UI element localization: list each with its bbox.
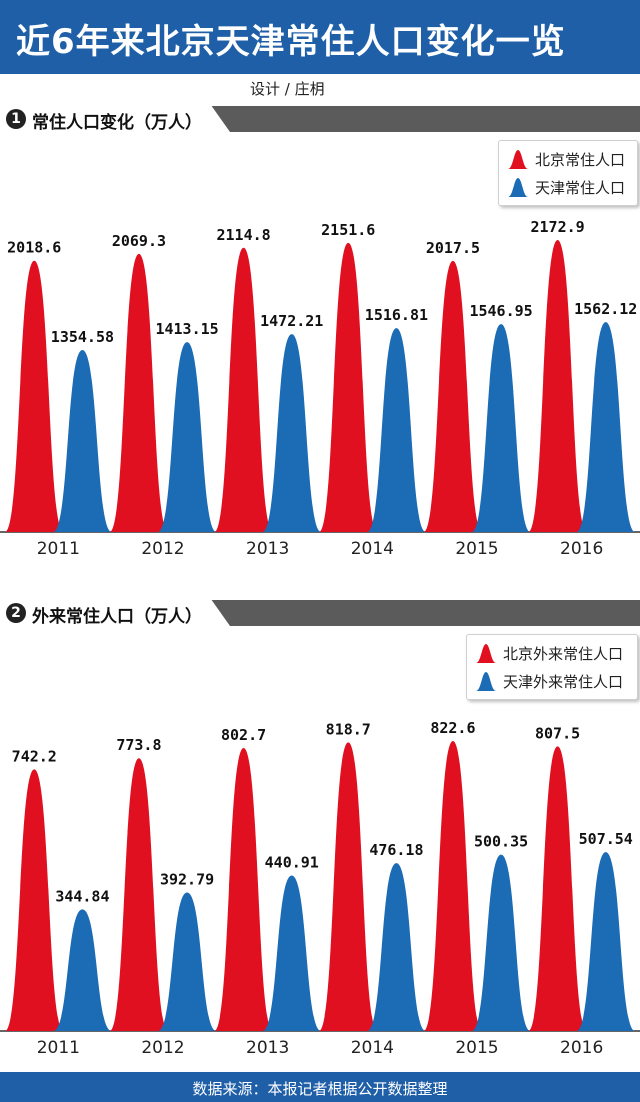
x-tick-2011: 2011 <box>37 1038 80 1058</box>
bar-beijing-2013 <box>214 247 273 533</box>
data-label-tianjin-2011: 344.84 <box>55 887 109 905</box>
section-1-title: 常住人口变化（万人） <box>32 113 202 133</box>
bar-tianjin-2012 <box>157 892 217 1031</box>
legend-label-tianjin: 天津常住人口 <box>535 178 626 197</box>
bar-beijing-2014 <box>318 742 378 1031</box>
bar-beijing-2013 <box>214 748 273 1031</box>
legend-label-beijing-migrant: 北京外来常住人口 <box>503 644 624 663</box>
data-label-tianjin-2016: 507.54 <box>579 830 633 848</box>
section-1-header: 1 常住人口变化（万人） <box>0 106 640 133</box>
data-label-tianjin-2015: 1546.95 <box>469 302 532 320</box>
data-label-beijing-2011: 742.2 <box>12 747 57 765</box>
bar-beijing-2016 <box>528 240 587 532</box>
data-label-tianjin-2013: 1472.21 <box>260 312 323 330</box>
x-tick-2016: 2016 <box>560 1038 603 1058</box>
data-label-beijing-2011: 2018.6 <box>7 239 61 257</box>
data-label-beijing-2013: 802.7 <box>221 726 266 744</box>
data-label-tianjin-2011: 1354.58 <box>51 328 114 346</box>
bar-beijing-2014 <box>318 242 378 532</box>
bar-tianjin-2016 <box>576 322 636 532</box>
bar-tianjin-2011 <box>53 909 112 1031</box>
data-label-beijing-2014: 2151.6 <box>321 221 375 239</box>
bar-tianjin-2015 <box>471 324 531 532</box>
legend-label-tianjin-migrant: 天津外来常住人口 <box>503 672 624 691</box>
bar-beijing-2012 <box>109 758 169 1031</box>
data-label-beijing-2015: 822.6 <box>430 719 475 737</box>
x-tick-2013: 2013 <box>246 1038 289 1058</box>
legend-item-beijing-migrant: 北京外来常住人口 <box>475 641 623 665</box>
bar-tianjin-2015 <box>471 854 531 1031</box>
data-label-tianjin-2014: 476.18 <box>369 841 423 859</box>
legend-swatch-tianjin <box>508 178 528 197</box>
data-label-tianjin-2015: 500.35 <box>474 833 528 851</box>
x-tick-2012: 2012 <box>141 539 184 559</box>
legend-label-beijing: 北京常住人口 <box>535 150 626 169</box>
legend-swatch-beijing-migrant <box>476 644 496 663</box>
section-1-number: 1 <box>6 109 26 129</box>
bar-tianjin-2012 <box>157 342 217 532</box>
bar-beijing-2011 <box>4 769 64 1031</box>
data-label-beijing-2012: 2069.3 <box>112 232 166 250</box>
x-tick-2012: 2012 <box>141 1038 184 1058</box>
data-label-tianjin-2012: 1413.15 <box>155 320 218 338</box>
chart-1-legend: 北京常住人口 天津常住人口 <box>498 140 638 206</box>
x-tick-2011: 2011 <box>37 539 80 559</box>
data-label-beijing-2013: 2114.8 <box>216 226 270 244</box>
source-note: 数据来源：本报记者根据公开数据整理 <box>192 1080 448 1098</box>
legend-item-beijing: 北京常住人口 <box>507 147 625 171</box>
x-tick-2016: 2016 <box>560 539 603 559</box>
legend-item-tianjin-migrant: 天津外来常住人口 <box>475 669 623 693</box>
bar-tianjin-2014 <box>367 328 426 532</box>
legend-swatch-tianjin-migrant <box>476 672 496 691</box>
data-label-beijing-2015: 2017.5 <box>426 239 480 257</box>
bar-beijing-2015 <box>423 260 483 532</box>
section-2-number: 2 <box>6 603 26 623</box>
data-label-tianjin-2016: 1562.12 <box>574 300 637 318</box>
x-tick-2013: 2013 <box>246 539 289 559</box>
x-tick-2014: 2014 <box>351 1038 394 1058</box>
section-2-title: 外来常住人口（万人） <box>32 607 202 627</box>
bar-tianjin-2016 <box>576 852 636 1031</box>
chart-2-legend: 北京外来常住人口 天津外来常住人口 <box>466 634 638 700</box>
x-tick-2014: 2014 <box>351 539 394 559</box>
bar-tianjin-2014 <box>367 863 426 1031</box>
chart-2: 742.2 344.84 2011 773.8 392.79 2012 802.7 440.9… <box>0 719 640 1058</box>
x-tick-2015: 2015 <box>455 539 498 559</box>
data-label-tianjin-2012: 392.79 <box>160 871 214 889</box>
page-title: 近6年来北京天津常住人口变化一览 <box>16 22 566 62</box>
legend-swatch-beijing <box>508 150 528 169</box>
chart-1: 2018.6 1354.58 2011 2069.3 1413.15 2012 2114.8… <box>0 218 640 559</box>
data-label-beijing-2016: 2172.9 <box>530 218 584 236</box>
section-2-header: 2 外来常住人口（万人） <box>0 600 640 627</box>
data-label-tianjin-2013: 440.91 <box>265 854 319 872</box>
footer: 数据来源：本报记者根据公开数据整理 <box>0 1072 640 1102</box>
data-label-tianjin-2014: 1516.81 <box>365 306 428 324</box>
data-label-beijing-2016: 807.5 <box>535 724 580 742</box>
bar-tianjin-2013 <box>262 875 322 1031</box>
data-label-beijing-2014: 818.7 <box>326 720 371 738</box>
bar-tianjin-2013 <box>262 334 322 532</box>
bar-beijing-2015 <box>423 741 483 1031</box>
bar-beijing-2012 <box>109 253 169 532</box>
data-label-beijing-2012: 773.8 <box>116 736 161 754</box>
legend-item-tianjin: 天津常住人口 <box>507 175 625 199</box>
bar-beijing-2016 <box>528 746 587 1031</box>
title-bar: 近6年来北京天津常住人口变化一览 <box>0 0 640 74</box>
x-tick-2015: 2015 <box>455 1038 498 1058</box>
bar-beijing-2011 <box>4 260 64 532</box>
credit: 设计 / 庄枂 <box>250 80 325 98</box>
bar-tianjin-2011 <box>53 349 112 532</box>
